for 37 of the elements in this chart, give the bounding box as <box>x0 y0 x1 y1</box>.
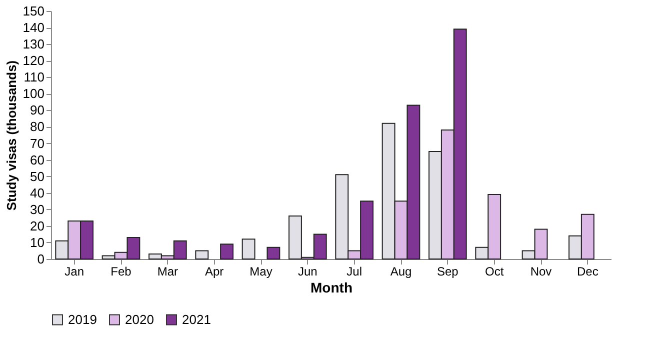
x-tick-label: May <box>250 264 272 278</box>
y-tick-label: 80 <box>30 119 44 134</box>
legend-label: 2020 <box>125 312 154 327</box>
x-tick-label: Mar <box>157 264 178 278</box>
legend-label: 2021 <box>182 312 211 327</box>
bar <box>195 250 209 260</box>
y-axis-title: Study visas (thousands) <box>4 60 19 211</box>
y-tick-label: 150 <box>22 4 44 18</box>
bar <box>266 246 280 260</box>
x-tick-label: Oct <box>484 264 504 278</box>
y-tick-label: 130 <box>22 36 44 52</box>
y-tick-label: 50 <box>30 168 44 184</box>
y-tick-label: 10 <box>30 234 44 250</box>
y-tick-label: 60 <box>30 152 44 168</box>
y-tick-label: 90 <box>30 102 44 118</box>
x-tick-label: Jun <box>298 264 318 278</box>
x-tick-label: Apr <box>204 264 224 278</box>
y-tick-label: 100 <box>22 86 44 102</box>
x-tick-label: Dec <box>576 264 598 278</box>
y-tick-label: 110 <box>24 70 44 85</box>
y-tick-label: 0 <box>37 252 44 266</box>
y-tick-label: 120 <box>22 53 44 68</box>
y-tick-label: 20 <box>30 218 44 234</box>
x-tick-label: Jul <box>346 264 362 278</box>
y-tick-label: 40 <box>30 185 44 200</box>
x-tick-label: Jan <box>64 264 84 278</box>
bar <box>220 244 234 260</box>
legend-label: 2019 <box>68 312 97 327</box>
x-axis-title: Month <box>310 280 352 296</box>
x-tick-label: Feb <box>110 264 132 278</box>
x-tick-label: Aug <box>390 264 412 278</box>
y-tick-label: 30 <box>30 202 44 217</box>
x-tick-label: Sep <box>436 264 459 278</box>
y-tick-label: 140 <box>22 20 44 36</box>
y-tick-label: 70 <box>30 136 44 151</box>
x-tick-label: Nov <box>530 264 552 278</box>
bar <box>242 238 256 260</box>
